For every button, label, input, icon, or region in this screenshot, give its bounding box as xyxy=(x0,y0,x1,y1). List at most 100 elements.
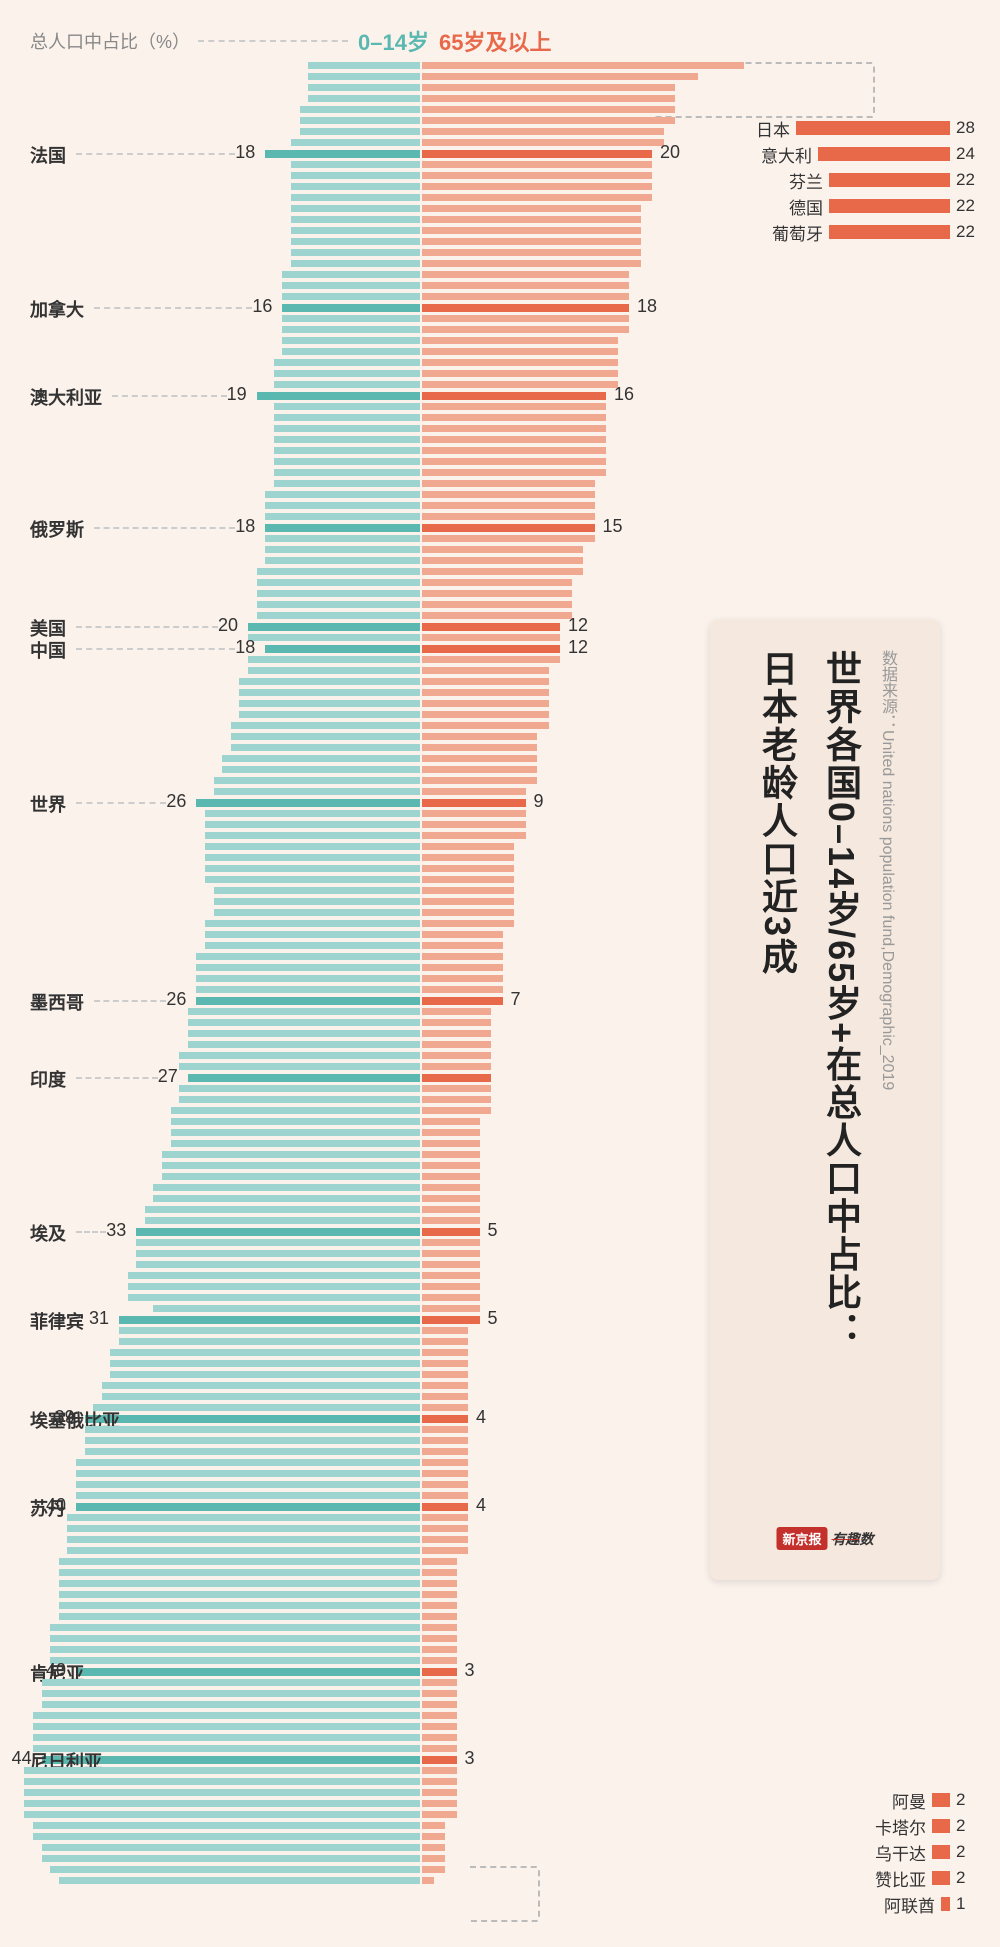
bar-old xyxy=(422,1756,457,1764)
bar-young xyxy=(274,447,420,454)
bar-old xyxy=(422,194,652,201)
bar-young xyxy=(24,1800,420,1807)
data-source: 数据来源：United nations population fund,Demo… xyxy=(875,650,899,1550)
chart-row xyxy=(0,511,1000,522)
chart-row xyxy=(0,247,1000,258)
bar-young xyxy=(248,667,420,674)
dash-connector xyxy=(94,527,235,529)
bar-old xyxy=(422,238,641,245)
bar-young xyxy=(85,1448,420,1455)
bar-young xyxy=(50,1657,420,1664)
bar-old xyxy=(422,579,572,586)
bar-old xyxy=(422,634,560,641)
bar-young xyxy=(76,1459,420,1466)
chart-row xyxy=(0,1677,1000,1688)
bar-young xyxy=(85,1437,420,1444)
chart-row xyxy=(0,181,1000,192)
bar-old xyxy=(422,381,618,388)
bar-old xyxy=(422,1041,491,1048)
chart-row xyxy=(0,1776,1000,1787)
bar-young xyxy=(171,1107,420,1114)
bar-young xyxy=(85,1415,420,1423)
bar-young xyxy=(248,656,420,663)
chart-row xyxy=(0,291,1000,302)
bar-young xyxy=(291,172,420,179)
bar-young xyxy=(205,942,420,949)
bar-old xyxy=(422,1668,457,1676)
chart-row xyxy=(0,1710,1000,1721)
bar-young xyxy=(214,898,420,905)
bar-young xyxy=(50,1635,420,1642)
bar-old xyxy=(422,414,606,421)
bar-old xyxy=(422,590,572,597)
bar-young xyxy=(265,557,420,564)
chart-row: 澳大利亚1916 xyxy=(0,390,1000,401)
bar-young xyxy=(300,106,420,113)
chart-row xyxy=(0,93,1000,104)
chart-row xyxy=(0,489,1000,500)
bar-old xyxy=(422,95,675,102)
bar-young xyxy=(248,634,420,641)
bar-young xyxy=(274,381,420,388)
bar-young xyxy=(153,1305,420,1312)
bar-young xyxy=(136,1261,420,1268)
bar-young xyxy=(205,832,420,839)
bar-old xyxy=(422,557,583,564)
bar-young xyxy=(222,766,420,773)
bar-old xyxy=(422,1635,457,1642)
bar-old xyxy=(422,788,526,795)
chart-row xyxy=(0,203,1000,214)
bar-old xyxy=(422,744,537,751)
bar-old xyxy=(422,1118,480,1125)
bar-young xyxy=(76,1503,420,1511)
legend-young: 0–14岁 xyxy=(358,25,429,57)
bar-young xyxy=(110,1371,420,1378)
chart-row xyxy=(0,1611,1000,1622)
bar-young xyxy=(205,876,420,883)
bar-young xyxy=(257,590,420,597)
bar-old xyxy=(422,513,595,520)
bar-young xyxy=(257,612,420,619)
bar-young xyxy=(102,1382,420,1389)
bar-old xyxy=(422,1129,480,1136)
bar-young xyxy=(239,689,420,696)
chart-row xyxy=(0,577,1000,588)
bar-young xyxy=(205,854,420,861)
bar-young xyxy=(59,1877,420,1884)
bar-old xyxy=(422,205,641,212)
bar-young xyxy=(128,1272,420,1279)
bar-young xyxy=(179,1063,420,1070)
bar-young xyxy=(171,1140,420,1147)
chart-row xyxy=(0,137,1000,148)
bar-old xyxy=(422,733,537,740)
bar-old xyxy=(422,1602,457,1609)
bar-old xyxy=(422,843,514,850)
bar-young xyxy=(42,1701,420,1708)
bar-old xyxy=(422,964,503,971)
bar-young xyxy=(308,95,420,102)
bar-old xyxy=(422,1140,480,1147)
bar-old xyxy=(422,392,606,400)
bar-young xyxy=(282,304,420,312)
bar-old xyxy=(422,1855,445,1862)
bar-old xyxy=(422,953,503,960)
bar-old xyxy=(422,1305,480,1312)
chart-row xyxy=(0,456,1000,467)
chart-row xyxy=(0,1633,1000,1644)
bar-young xyxy=(171,1129,420,1136)
bar-old xyxy=(422,150,652,158)
chart-row xyxy=(0,346,1000,357)
bar-old xyxy=(422,249,641,256)
bar-young xyxy=(282,326,420,333)
bar-young xyxy=(76,1492,420,1499)
chart-row xyxy=(0,1688,1000,1699)
callout-value: 2 xyxy=(956,1868,980,1888)
chart-row xyxy=(0,599,1000,610)
bar-old xyxy=(422,282,629,289)
axis-label: 总人口中占比（%） xyxy=(30,28,190,54)
bar-young xyxy=(291,183,420,190)
chart-row xyxy=(0,401,1000,412)
bar-young xyxy=(110,1349,420,1356)
bar-young xyxy=(196,997,420,1005)
bar-old xyxy=(422,1063,491,1070)
